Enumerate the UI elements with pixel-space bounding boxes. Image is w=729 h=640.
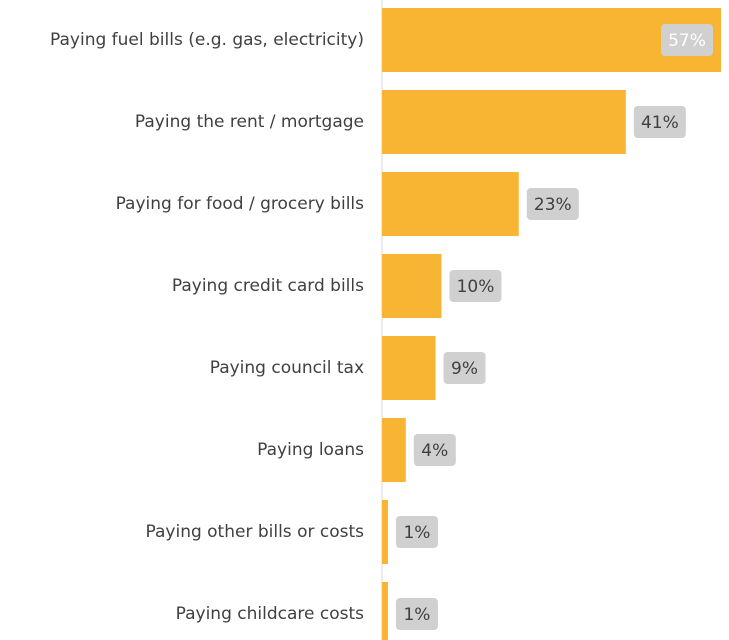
value-label: 9% — [451, 359, 478, 379]
value-label-badge — [449, 270, 502, 302]
value-label: 41% — [641, 113, 679, 133]
value-label-badge — [661, 24, 713, 56]
category-label: Paying other bills or costs — [146, 522, 365, 542]
value-label-badge — [395, 598, 438, 630]
bar-row: Paying childcare costs 1% — [176, 582, 438, 640]
bar — [382, 172, 519, 236]
bar — [382, 500, 388, 564]
bar — [382, 90, 626, 154]
bar-row: Paying credit card bills 10% — [172, 254, 502, 318]
bar-row: Paying for food / grocery bills 23% — [116, 172, 579, 236]
value-label-badge — [443, 352, 486, 384]
value-label-badge — [395, 516, 438, 548]
value-label: 4% — [421, 441, 448, 461]
bar-row: Paying fuel bills (e.g. gas, electricity… — [50, 8, 721, 72]
bar-row: Paying loans 4% — [257, 418, 456, 482]
category-label: Paying childcare costs — [176, 604, 365, 624]
bar-row: Paying other bills or costs 1% — [146, 500, 438, 564]
value-label: 1% — [403, 523, 430, 543]
category-label: Paying for food / grocery bills — [116, 194, 365, 214]
category-label: Paying council tax — [210, 358, 364, 378]
value-label: 23% — [534, 195, 572, 215]
value-label-badge — [526, 188, 579, 220]
value-label-badge — [633, 106, 686, 138]
bar-row: Paying council tax 9% — [210, 336, 486, 400]
bar — [382, 336, 436, 400]
value-label: 57% — [668, 31, 706, 51]
value-label: 10% — [457, 277, 495, 297]
bar — [382, 582, 388, 640]
category-label: Paying credit card bills — [172, 276, 364, 296]
bar — [382, 254, 442, 318]
value-label: 1% — [403, 605, 430, 625]
value-label-badge — [413, 434, 456, 466]
category-label: Paying the rent / mortgage — [135, 112, 364, 132]
category-label: Paying loans — [257, 440, 364, 460]
bar-row: Paying the rent / mortgage 41% — [135, 90, 686, 154]
category-label: Paying fuel bills (e.g. gas, electricity… — [50, 30, 364, 50]
bar — [382, 418, 406, 482]
